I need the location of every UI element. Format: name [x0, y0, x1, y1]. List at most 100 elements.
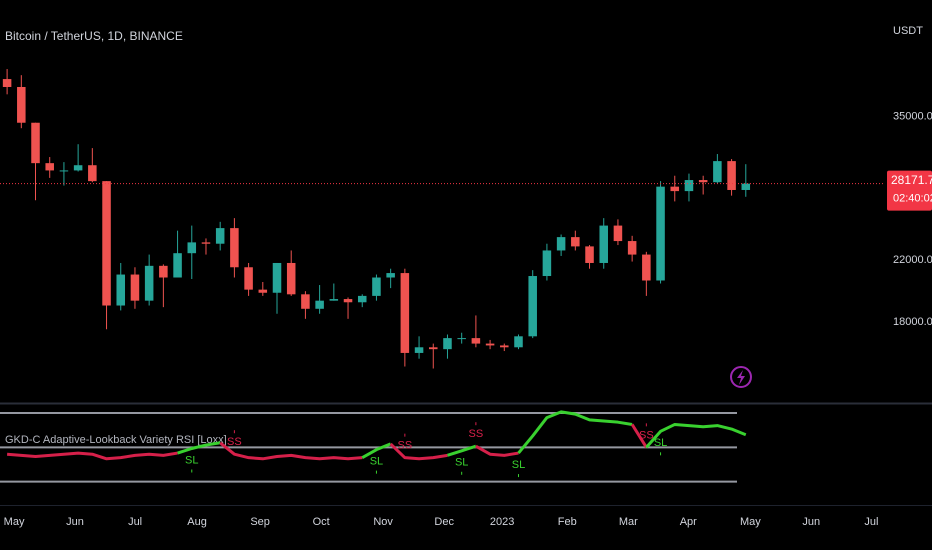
- candle-body: [286, 262, 296, 295]
- candle-body: [372, 277, 381, 296]
- signal-label: SS: [227, 436, 242, 448]
- x-tick-label: Jun: [66, 516, 84, 528]
- candle-body: [2, 79, 12, 87]
- candle-body: [45, 163, 54, 171]
- x-tick-label: Jun: [802, 516, 820, 528]
- y-axis-label: USDT: [893, 25, 923, 37]
- x-tick-label: Apr: [680, 516, 697, 528]
- candle-body: [684, 180, 694, 192]
- candle-body: [414, 347, 424, 353]
- indicator-line: [447, 444, 477, 457]
- last-price-box: [887, 170, 932, 211]
- candle-body: [698, 180, 708, 183]
- candle-body: [343, 299, 353, 303]
- candle-body: [514, 336, 523, 348]
- candle-body: [215, 228, 225, 244]
- candle-body: [656, 186, 665, 281]
- candle-body: [670, 186, 680, 192]
- candle-body: [315, 300, 324, 309]
- signal-label: SS: [398, 440, 413, 452]
- x-tick-label: Jul: [128, 516, 142, 528]
- candle-body: [301, 294, 310, 309]
- candle-body: [102, 181, 111, 306]
- candle-body: [59, 170, 69, 172]
- candle-body: [201, 242, 211, 244]
- signal-label: SL: [185, 454, 198, 466]
- candle-body: [571, 237, 580, 247]
- chart-title: Bitcoin / TetherUS, 1D, BINANCE: [5, 29, 183, 43]
- y-tick-label: 22000.00: [893, 254, 932, 266]
- indicator-line: [361, 442, 392, 459]
- signal-label: SL: [370, 456, 383, 468]
- indicator-line: [630, 423, 648, 449]
- candle-body: [386, 273, 395, 278]
- signal-label: SS: [469, 428, 484, 440]
- indicator-line: [6, 451, 178, 461]
- candle-body: [443, 338, 452, 350]
- y-tick-label: 35000.00: [893, 110, 932, 122]
- x-tick-label: May: [4, 516, 25, 528]
- indicator-line: [177, 441, 221, 455]
- candle-body: [429, 347, 438, 350]
- y-tick-label: 18000.00: [893, 316, 932, 328]
- candle-body: [400, 273, 410, 353]
- candle-body: [244, 267, 253, 290]
- indicator-line: [389, 442, 448, 461]
- candle-body: [556, 237, 566, 251]
- last-price-label: 28171.78: [891, 173, 932, 187]
- candle-body: [485, 343, 495, 346]
- signal-label: SL: [654, 437, 667, 449]
- candle-body: [613, 225, 623, 242]
- candle-body: [457, 338, 466, 340]
- x-tick-label: Dec: [434, 516, 454, 528]
- candle-body: [627, 241, 637, 255]
- candle-body: [357, 295, 367, 303]
- candle-body: [471, 338, 481, 344]
- candle-body: [528, 276, 537, 337]
- x-tick-label: May: [740, 516, 761, 528]
- indicator-line: [475, 444, 519, 457]
- candle-body: [230, 228, 239, 268]
- indicator-line: [645, 422, 747, 449]
- indicator-line: [517, 410, 633, 455]
- alert-icon[interactable]: [730, 366, 752, 388]
- candle-body: [329, 299, 339, 301]
- candle-body: [116, 274, 126, 306]
- candle-body: [130, 274, 140, 301]
- x-tick-label: Sep: [250, 516, 270, 528]
- indicator-title: GKD-C Adaptive-Lookback Variety RSI [Lox…: [5, 434, 227, 446]
- candle-body: [17, 86, 26, 123]
- alert-circle: [730, 366, 752, 388]
- candle-body: [73, 165, 83, 171]
- countdown-label: 02:40:02: [893, 193, 932, 205]
- candle-body: [599, 225, 608, 263]
- x-tick-label: Nov: [373, 516, 393, 528]
- candle-body: [173, 253, 182, 278]
- x-tick-label: Oct: [313, 516, 330, 528]
- candle-body: [542, 250, 552, 277]
- alert-bolt: [737, 370, 745, 385]
- signal-label: SL: [512, 459, 525, 471]
- candle-body: [159, 265, 168, 278]
- signal-label: SS: [639, 429, 654, 441]
- candle-body: [31, 122, 40, 164]
- signal-label: SL: [455, 457, 468, 469]
- x-tick-label: Jul: [864, 516, 878, 528]
- candle-body: [642, 254, 651, 281]
- indicator-line: [219, 441, 363, 461]
- x-tick-label: Feb: [558, 516, 577, 528]
- candle-body: [585, 246, 594, 263]
- candle-body: [713, 161, 722, 183]
- candle-body: [741, 183, 751, 190]
- candle-body: [144, 265, 154, 301]
- x-tick-label: Mar: [619, 516, 638, 528]
- candle-body: [727, 161, 736, 190]
- candle-body: [187, 242, 197, 254]
- candle-body: [258, 289, 268, 293]
- candle-body: [500, 345, 509, 348]
- x-tick-label: Aug: [187, 516, 207, 528]
- x-tick-label: 2023: [490, 516, 514, 528]
- candle-body: [88, 165, 97, 182]
